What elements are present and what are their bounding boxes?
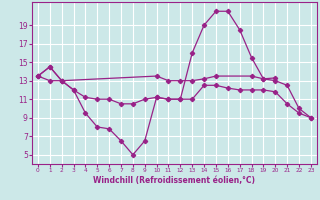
X-axis label: Windchill (Refroidissement éolien,°C): Windchill (Refroidissement éolien,°C) (93, 176, 255, 185)
